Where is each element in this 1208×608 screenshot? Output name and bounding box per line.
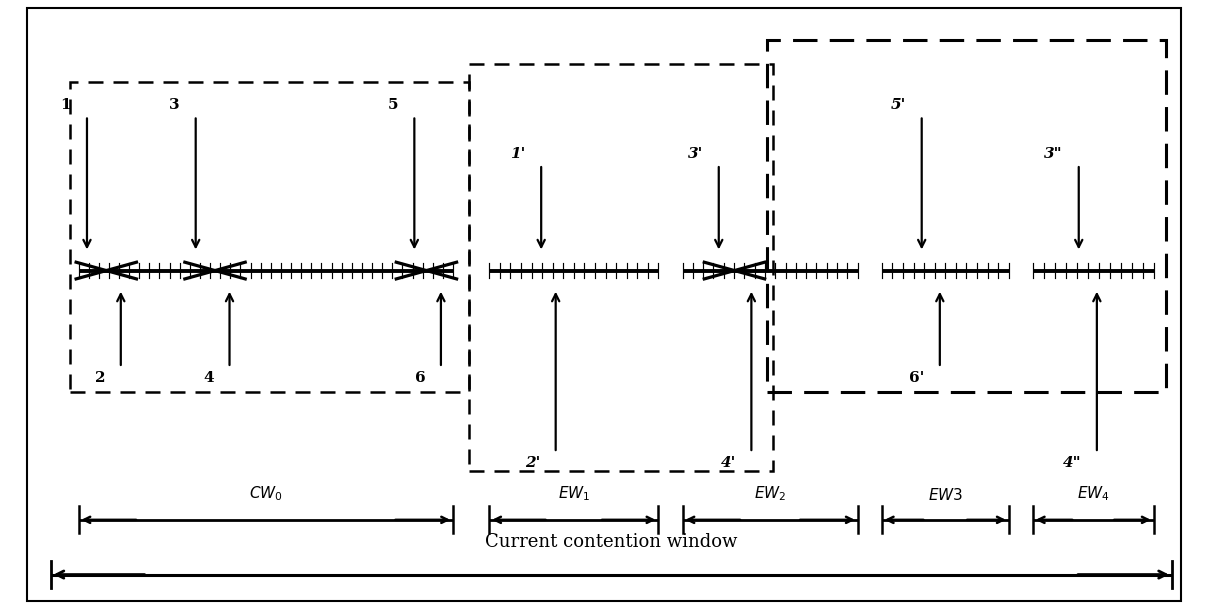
Text: 1': 1' xyxy=(510,147,525,161)
Text: 3: 3 xyxy=(169,98,180,112)
Bar xyxy=(767,40,1166,392)
Text: $EW_4$: $EW_4$ xyxy=(1076,484,1110,503)
Text: 6': 6' xyxy=(908,371,924,385)
Text: $EW3$: $EW3$ xyxy=(928,487,963,503)
Text: $EW_2$: $EW_2$ xyxy=(754,484,786,503)
Text: 6: 6 xyxy=(414,371,425,385)
Text: 2': 2' xyxy=(524,456,540,470)
Text: 4: 4 xyxy=(203,371,214,385)
Text: $CW_0$: $CW_0$ xyxy=(249,484,283,503)
Text: 4': 4' xyxy=(720,456,736,470)
Text: 5: 5 xyxy=(388,98,399,112)
Text: 2: 2 xyxy=(94,371,105,385)
Text: 1: 1 xyxy=(60,98,71,112)
Text: 4": 4" xyxy=(1063,456,1081,470)
Text: Current contention window: Current contention window xyxy=(486,533,737,551)
Text: 3': 3' xyxy=(687,147,703,161)
Text: 3": 3" xyxy=(1045,147,1063,161)
Text: $EW_1$: $EW_1$ xyxy=(558,484,590,503)
Text: 5': 5' xyxy=(890,98,906,112)
Bar xyxy=(469,64,773,471)
Bar xyxy=(70,82,469,392)
